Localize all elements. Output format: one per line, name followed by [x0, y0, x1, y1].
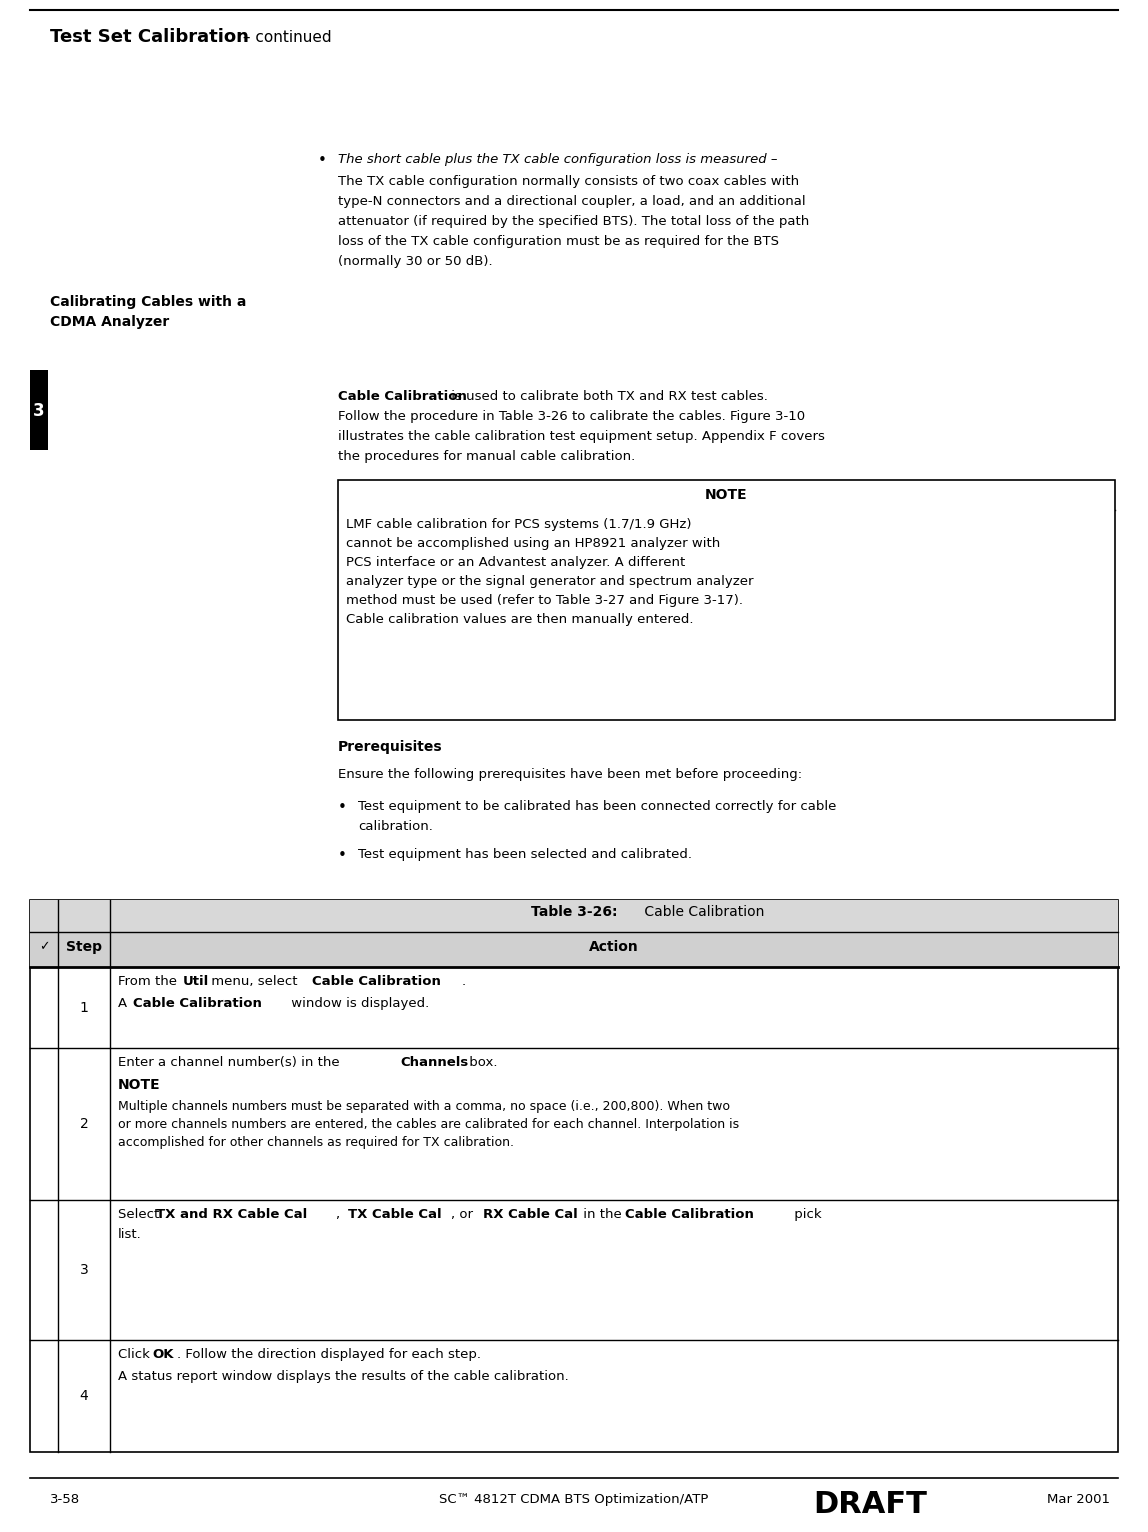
Text: Mar 2001: Mar 2001 [1047, 1494, 1110, 1506]
Text: Select: Select [118, 1209, 163, 1221]
Bar [30, 899, 1118, 1452]
Bar [338, 480, 1115, 720]
Text: list.: list. [118, 1229, 141, 1241]
Text: The short cable plus the TX cable configuration loss is measured –: The short cable plus the TX cable config… [338, 153, 777, 165]
Text: is used to calibrate both TX and RX test cables.: is used to calibrate both TX and RX test… [447, 391, 768, 403]
Text: Multiple channels numbers must be separated with a comma, no space (i.e., 200,80: Multiple channels numbers must be separa… [118, 1100, 730, 1114]
Text: accomplished for other channels as required for TX calibration.: accomplished for other channels as requi… [118, 1137, 514, 1149]
Text: TX Cable Cal: TX Cable Cal [348, 1209, 442, 1221]
Text: .: . [461, 974, 466, 988]
Text: menu, select: menu, select [207, 974, 302, 988]
Text: Table 3-26:: Table 3-26: [530, 905, 618, 919]
Text: Util: Util [183, 974, 209, 988]
Text: Calibrating Cables with a: Calibrating Cables with a [51, 296, 247, 309]
Text: A status report window displays the results of the cable calibration.: A status report window displays the resu… [118, 1370, 568, 1383]
Text: DRAFT: DRAFT [813, 1491, 926, 1520]
Text: Follow the procedure in Table 3-26 to calibrate the cables. Figure 3-10: Follow the procedure in Table 3-26 to ca… [338, 411, 805, 423]
Text: NOTE: NOTE [118, 1079, 161, 1092]
Text: attenuator (if required by the specified BTS). The total loss of the path: attenuator (if required by the specified… [338, 214, 809, 228]
Text: Cable Calibration: Cable Calibration [133, 997, 262, 1010]
Text: Ensure the following prerequisites have been met before proceeding:: Ensure the following prerequisites have … [338, 768, 802, 781]
Text: Prerequisites: Prerequisites [338, 740, 443, 754]
Bar [30, 931, 1118, 967]
Text: The TX cable configuration normally consists of two coax cables with: The TX cable configuration normally cons… [338, 175, 799, 188]
Text: pick: pick [790, 1209, 822, 1221]
Text: loss of the TX cable configuration must be as required for the BTS: loss of the TX cable configuration must … [338, 234, 779, 248]
Text: Test equipment to be calibrated has been connected correctly for cable: Test equipment to be calibrated has been… [358, 800, 837, 813]
Text: •: • [338, 849, 347, 863]
Text: type-N connectors and a directional coupler, a load, and an additional: type-N connectors and a directional coup… [338, 195, 806, 208]
Text: RX Cable Cal: RX Cable Cal [483, 1209, 577, 1221]
Text: Test equipment has been selected and calibrated.: Test equipment has been selected and cal… [358, 849, 692, 861]
Text: Click: Click [118, 1348, 154, 1360]
Text: Action: Action [589, 941, 639, 954]
Text: 1: 1 [79, 1000, 88, 1014]
Text: CDMA Analyzer: CDMA Analyzer [51, 316, 169, 329]
Text: the procedures for manual cable calibration.: the procedures for manual cable calibrat… [338, 450, 635, 463]
Bar [30, 371, 48, 450]
Text: . Follow the direction displayed for each step.: . Follow the direction displayed for eac… [177, 1348, 481, 1360]
Text: A: A [118, 997, 131, 1010]
Text: OK: OK [152, 1348, 173, 1360]
Text: PCS interface or an Advantest analyzer. A different: PCS interface or an Advantest analyzer. … [346, 556, 685, 568]
Text: TX and RX Cable Cal: TX and RX Cable Cal [156, 1209, 308, 1221]
Text: (normally 30 or 50 dB).: (normally 30 or 50 dB). [338, 254, 492, 268]
Text: SC™ 4812T CDMA BTS Optimization/ATP: SC™ 4812T CDMA BTS Optimization/ATP [440, 1494, 708, 1506]
Text: Test Set Calibration: Test Set Calibration [51, 28, 249, 46]
Text: , or: , or [451, 1209, 478, 1221]
Bar [30, 899, 1118, 931]
Text: analyzer type or the signal generator and spectrum analyzer: analyzer type or the signal generator an… [346, 574, 753, 588]
Text: 3: 3 [79, 1262, 88, 1278]
Text: LMF cable calibration for PCS systems (1.7/1.9 GHz): LMF cable calibration for PCS systems (1… [346, 518, 691, 532]
Text: Cable Calibration: Cable Calibration [312, 974, 441, 988]
Text: cannot be accomplished using an HP8921 analyzer with: cannot be accomplished using an HP8921 a… [346, 538, 720, 550]
Text: 3-58: 3-58 [51, 1494, 80, 1506]
Text: box.: box. [465, 1056, 497, 1069]
Text: Cable calibration values are then manually entered.: Cable calibration values are then manual… [346, 613, 693, 627]
Text: calibration.: calibration. [358, 820, 433, 833]
Text: 3: 3 [33, 401, 45, 420]
Text: in the: in the [579, 1209, 626, 1221]
Text: or more channels numbers are entered, the cables are calibrated for each channel: or more channels numbers are entered, th… [118, 1118, 739, 1131]
Text: Cable Calibration: Cable Calibration [639, 905, 765, 919]
Text: window is displayed.: window is displayed. [287, 997, 429, 1010]
Text: – continued: – continued [238, 31, 332, 44]
Text: ,: , [336, 1209, 344, 1221]
Text: illustrates the cable calibration test equipment setup. Appendix F covers: illustrates the cable calibration test e… [338, 430, 825, 443]
Text: Step: Step [65, 941, 102, 954]
Text: 2: 2 [79, 1117, 88, 1131]
Text: •: • [338, 800, 347, 815]
Text: 4: 4 [79, 1390, 88, 1403]
Text: From the: From the [118, 974, 181, 988]
Text: Cable Calibration: Cable Calibration [625, 1209, 754, 1221]
Text: method must be used (refer to Table 3-27 and Figure 3-17).: method must be used (refer to Table 3-27… [346, 594, 743, 607]
Text: NOTE: NOTE [705, 489, 747, 502]
Text: •: • [318, 153, 327, 169]
Text: Channels: Channels [400, 1056, 468, 1069]
Text: Enter a channel number(s) in the: Enter a channel number(s) in the [118, 1056, 344, 1069]
Text: Cable Calibration: Cable Calibration [338, 391, 467, 403]
Text: ✓: ✓ [39, 941, 49, 953]
